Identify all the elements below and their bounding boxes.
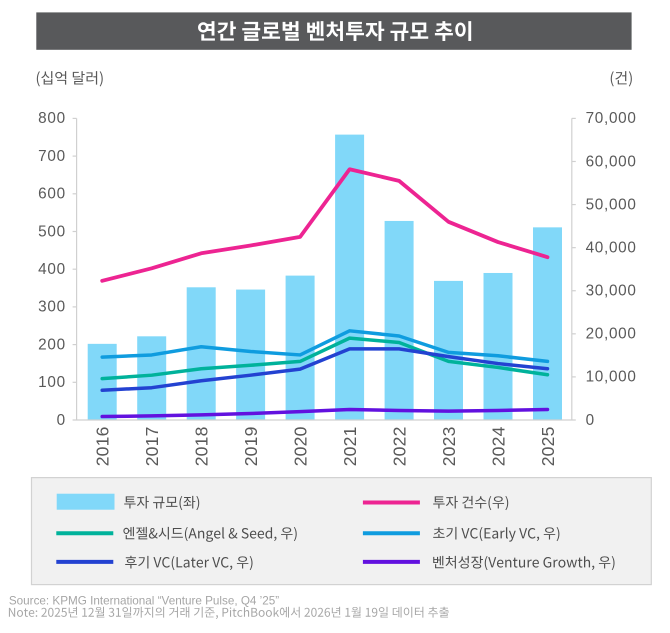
svg-text:0: 0 [57,412,66,429]
svg-text:0: 0 [586,412,595,429]
svg-text:70,000: 70,000 [586,110,637,127]
svg-text:2024: 2024 [489,426,509,466]
svg-text:2023: 2023 [439,426,459,466]
svg-text:30,000: 30,000 [586,283,637,300]
svg-text:100: 100 [38,374,66,391]
svg-text:40,000: 40,000 [586,239,637,256]
svg-text:400: 400 [38,261,66,278]
svg-text:2017: 2017 [142,426,162,466]
svg-text:10,000: 10,000 [586,369,637,386]
svg-text:800: 800 [38,110,66,127]
svg-text:2016: 2016 [93,426,113,466]
svg-text:2018: 2018 [192,426,212,466]
svg-text:2021: 2021 [340,426,360,466]
svg-text:2022: 2022 [390,426,410,466]
svg-text:2019: 2019 [241,426,261,466]
svg-text:600: 600 [38,186,66,203]
svg-text:200: 200 [38,336,66,353]
svg-text:2025: 2025 [538,426,558,466]
svg-text:300: 300 [38,299,66,316]
svg-text:50,000: 50,000 [586,196,637,213]
svg-text:60,000: 60,000 [586,153,637,170]
svg-text:Source: KPMG International “Ve: Source: KPMG International “Venture Puls… [9,595,279,608]
svg-text:700: 700 [38,148,66,165]
svg-text:20,000: 20,000 [586,326,637,343]
svg-text:2020: 2020 [291,426,311,466]
svg-text:500: 500 [38,223,66,240]
